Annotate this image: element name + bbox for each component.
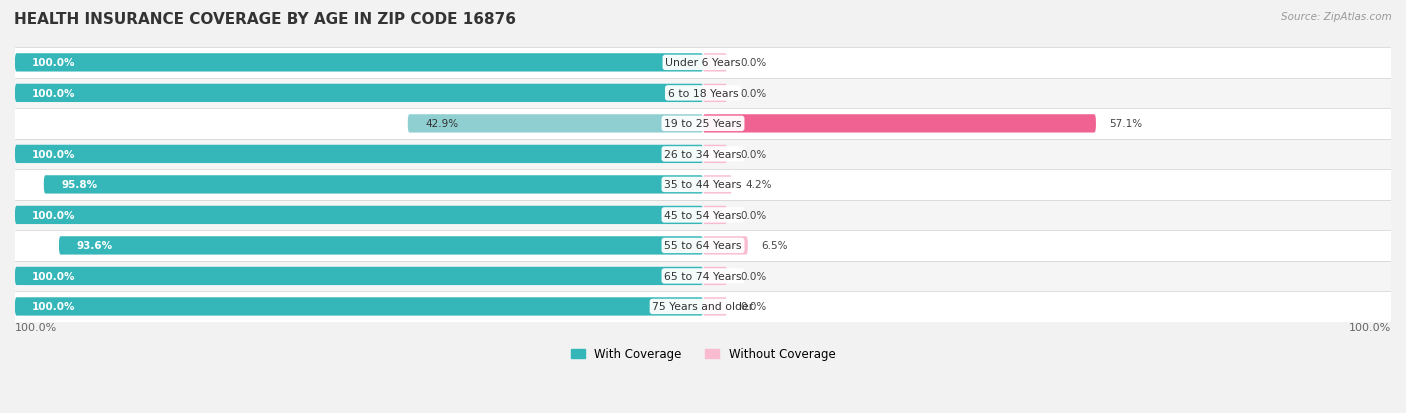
Text: 4.2%: 4.2% <box>745 180 772 190</box>
Text: 100.0%: 100.0% <box>32 210 76 221</box>
Legend: With Coverage, Without Coverage: With Coverage, Without Coverage <box>565 343 841 366</box>
Text: 45 to 54 Years: 45 to 54 Years <box>664 210 742 221</box>
Text: 35 to 44 Years: 35 to 44 Years <box>664 180 742 190</box>
FancyBboxPatch shape <box>44 176 703 194</box>
Text: 100.0%: 100.0% <box>15 322 58 332</box>
Text: Source: ZipAtlas.com: Source: ZipAtlas.com <box>1281 12 1392 22</box>
Text: 75 Years and older: 75 Years and older <box>652 302 754 312</box>
Text: 93.6%: 93.6% <box>76 241 112 251</box>
Text: Under 6 Years: Under 6 Years <box>665 58 741 68</box>
Text: 95.8%: 95.8% <box>60 180 97 190</box>
Text: 65 to 74 Years: 65 to 74 Years <box>664 271 742 281</box>
FancyBboxPatch shape <box>15 139 1391 170</box>
Text: 6.5%: 6.5% <box>762 241 787 251</box>
Text: 100.0%: 100.0% <box>1348 322 1391 332</box>
FancyBboxPatch shape <box>15 261 1391 292</box>
FancyBboxPatch shape <box>15 109 1391 139</box>
FancyBboxPatch shape <box>15 267 703 285</box>
Text: 100.0%: 100.0% <box>32 271 76 281</box>
FancyBboxPatch shape <box>703 176 733 194</box>
Text: 6 to 18 Years: 6 to 18 Years <box>668 89 738 99</box>
FancyBboxPatch shape <box>15 230 1391 261</box>
FancyBboxPatch shape <box>59 237 703 255</box>
FancyBboxPatch shape <box>703 85 727 103</box>
FancyBboxPatch shape <box>703 115 1095 133</box>
Text: 100.0%: 100.0% <box>32 58 76 68</box>
Text: 57.1%: 57.1% <box>1109 119 1143 129</box>
Text: 0.0%: 0.0% <box>741 210 768 221</box>
Text: 19 to 25 Years: 19 to 25 Years <box>664 119 742 129</box>
Text: 42.9%: 42.9% <box>425 119 458 129</box>
FancyBboxPatch shape <box>15 48 1391 78</box>
FancyBboxPatch shape <box>703 54 727 72</box>
FancyBboxPatch shape <box>15 292 1391 322</box>
FancyBboxPatch shape <box>15 78 1391 109</box>
FancyBboxPatch shape <box>703 267 727 285</box>
Text: 0.0%: 0.0% <box>741 271 768 281</box>
Text: HEALTH INSURANCE COVERAGE BY AGE IN ZIP CODE 16876: HEALTH INSURANCE COVERAGE BY AGE IN ZIP … <box>14 12 516 27</box>
Text: 0.0%: 0.0% <box>741 150 768 159</box>
Text: 26 to 34 Years: 26 to 34 Years <box>664 150 742 159</box>
Text: 100.0%: 100.0% <box>32 89 76 99</box>
FancyBboxPatch shape <box>408 115 703 133</box>
FancyBboxPatch shape <box>15 170 1391 200</box>
FancyBboxPatch shape <box>15 85 703 103</box>
FancyBboxPatch shape <box>703 206 727 225</box>
Text: 55 to 64 Years: 55 to 64 Years <box>664 241 742 251</box>
FancyBboxPatch shape <box>703 237 748 255</box>
Text: 0.0%: 0.0% <box>741 89 768 99</box>
FancyBboxPatch shape <box>15 145 703 164</box>
Text: 0.0%: 0.0% <box>741 58 768 68</box>
Text: 100.0%: 100.0% <box>32 150 76 159</box>
FancyBboxPatch shape <box>15 297 703 316</box>
FancyBboxPatch shape <box>15 206 703 225</box>
FancyBboxPatch shape <box>703 297 727 316</box>
FancyBboxPatch shape <box>15 54 703 72</box>
Text: 0.0%: 0.0% <box>741 302 768 312</box>
FancyBboxPatch shape <box>703 145 727 164</box>
Text: 100.0%: 100.0% <box>32 302 76 312</box>
FancyBboxPatch shape <box>15 200 1391 230</box>
